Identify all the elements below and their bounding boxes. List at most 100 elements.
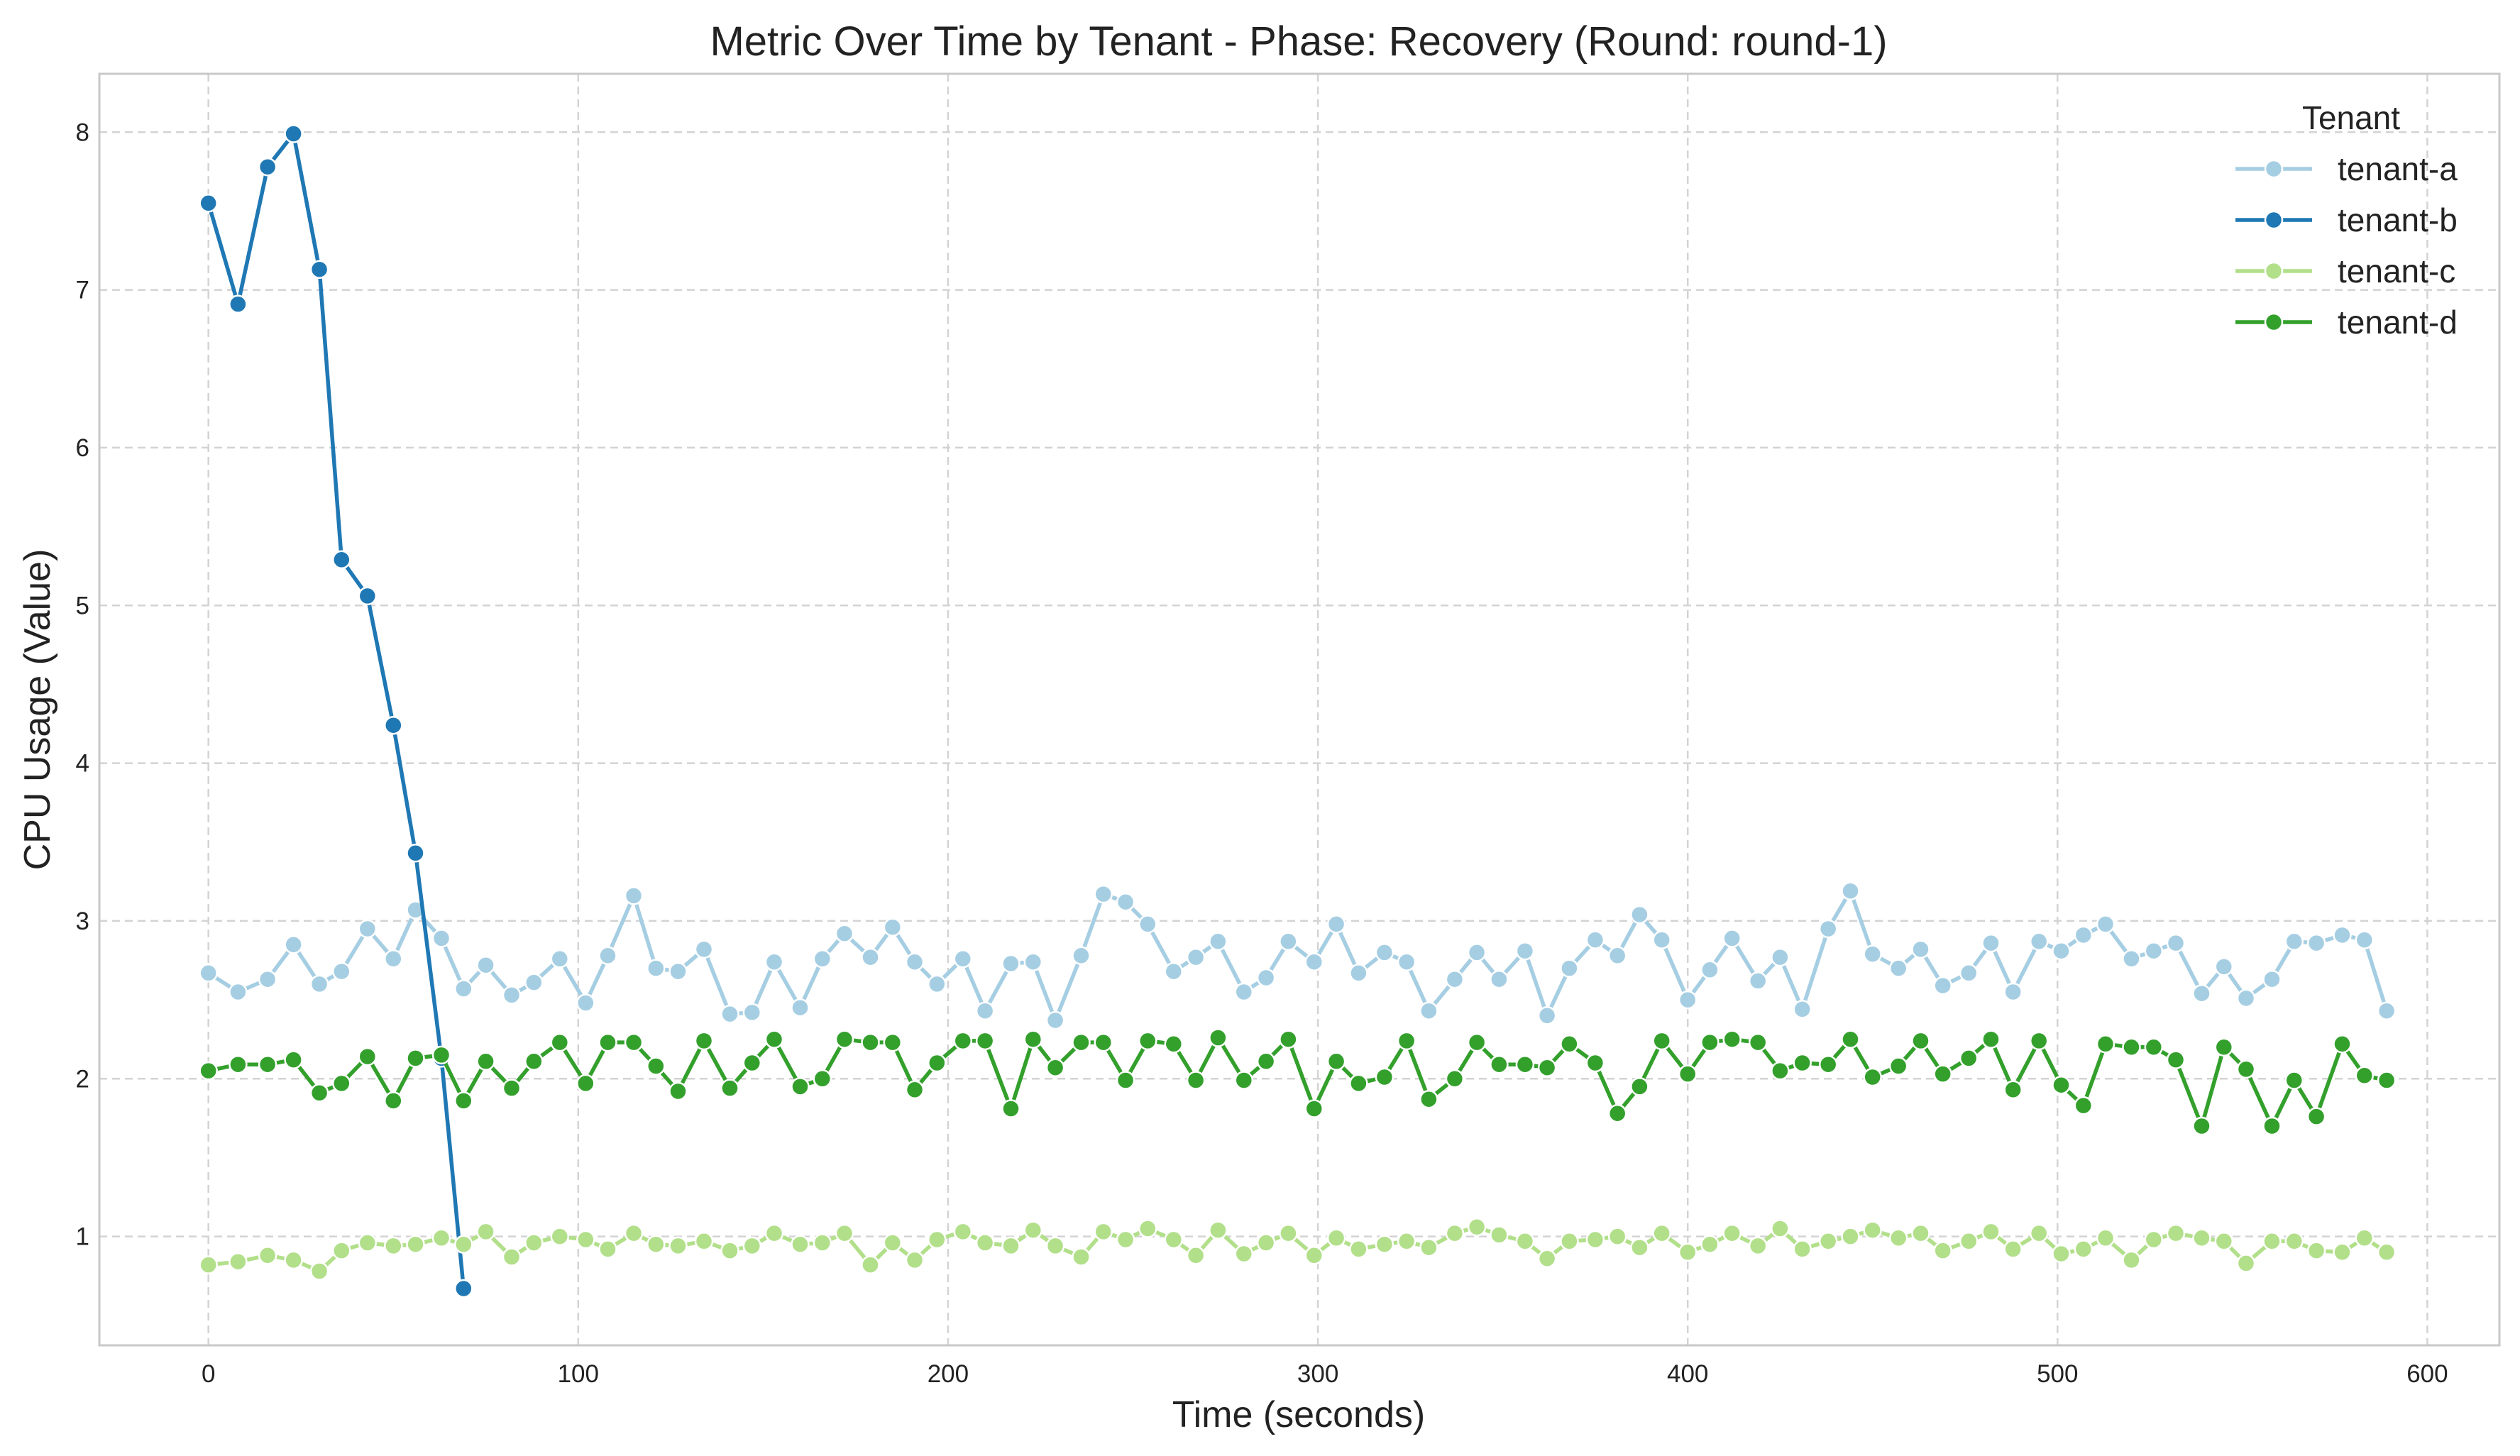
data-point bbox=[953, 1222, 973, 1242]
data-point bbox=[1023, 952, 1043, 971]
data-point bbox=[2306, 933, 2326, 953]
data-point bbox=[1445, 969, 1465, 989]
data-point bbox=[2122, 1250, 2141, 1270]
data-point bbox=[742, 1236, 762, 1256]
data-point bbox=[1256, 968, 1276, 988]
data-point bbox=[229, 1054, 248, 1074]
data-point bbox=[2052, 941, 2071, 961]
x-tick-label: 0 bbox=[202, 1360, 215, 1388]
legend-title: Tenant bbox=[2302, 99, 2400, 136]
data-point bbox=[861, 1255, 880, 1274]
data-point bbox=[332, 1241, 351, 1260]
data-point bbox=[2284, 1232, 2304, 1251]
data-point bbox=[1094, 884, 1113, 904]
data-point bbox=[2192, 983, 2211, 1003]
data-point bbox=[2377, 1242, 2397, 1262]
data-point bbox=[1072, 1247, 1091, 1267]
data-point bbox=[1959, 1232, 1979, 1251]
data-point bbox=[2214, 1037, 2234, 1057]
data-point bbox=[1304, 952, 1324, 971]
data-point bbox=[1981, 933, 2001, 953]
data-point bbox=[953, 1031, 973, 1051]
data-point bbox=[1072, 1032, 1091, 1052]
data-point bbox=[1793, 1053, 1812, 1073]
data-point bbox=[2166, 933, 2186, 953]
data-point bbox=[668, 961, 688, 981]
data-point bbox=[2355, 1228, 2375, 1248]
data-point bbox=[835, 924, 854, 943]
y-tick-label: 7 bbox=[76, 277, 89, 304]
data-point bbox=[1094, 1032, 1113, 1052]
x-axis-label: Time (seconds) bbox=[1172, 1394, 1425, 1435]
data-point bbox=[2029, 932, 2049, 952]
data-point bbox=[1001, 1236, 1020, 1256]
data-point bbox=[1349, 964, 1368, 983]
data-point bbox=[1722, 929, 1742, 948]
data-point bbox=[2284, 932, 2304, 952]
data-point bbox=[1279, 1223, 1298, 1243]
data-point bbox=[1490, 969, 1509, 989]
data-point bbox=[1397, 1232, 1416, 1251]
data-point bbox=[1911, 939, 1930, 959]
data-point bbox=[2074, 925, 2093, 945]
data-point bbox=[1138, 915, 1157, 934]
data-point bbox=[1397, 1031, 1416, 1051]
data-point bbox=[2166, 1223, 2186, 1243]
data-point bbox=[1560, 1232, 1579, 1251]
data-point bbox=[284, 1050, 303, 1069]
data-point bbox=[883, 1233, 903, 1252]
series-group bbox=[199, 124, 2397, 1298]
data-point bbox=[975, 1031, 995, 1051]
data-point bbox=[835, 1030, 854, 1049]
data-point bbox=[550, 1032, 570, 1052]
data-point bbox=[2306, 1107, 2326, 1126]
x-tick-label: 400 bbox=[1667, 1360, 1708, 1388]
data-point bbox=[2377, 1001, 2397, 1020]
data-point bbox=[1116, 1071, 1135, 1090]
data-point bbox=[2144, 1230, 2164, 1250]
legend-item-tenant-d: tenant-d bbox=[2235, 304, 2458, 341]
data-point bbox=[1722, 1030, 1742, 1049]
data-point bbox=[431, 1045, 451, 1065]
data-point bbox=[1560, 959, 1579, 978]
data-point bbox=[1793, 1000, 1812, 1019]
data-point bbox=[1771, 1219, 1790, 1238]
data-point bbox=[1771, 1061, 1790, 1081]
data-point bbox=[332, 1074, 351, 1093]
data-point bbox=[905, 1250, 925, 1270]
x-axis-ticks: 0 100 200 300 400 500 600 bbox=[202, 1360, 2448, 1388]
data-point bbox=[1326, 1228, 1346, 1248]
data-point bbox=[742, 1003, 762, 1022]
data-point bbox=[2262, 1232, 2282, 1251]
data-point bbox=[1256, 1233, 1276, 1252]
data-point bbox=[861, 1032, 880, 1052]
data-point bbox=[332, 550, 351, 570]
data-point bbox=[1419, 1001, 1438, 1020]
x-tick-label: 500 bbox=[2037, 1360, 2078, 1388]
data-point bbox=[2214, 957, 2234, 976]
data-point bbox=[1607, 946, 1627, 966]
data-point bbox=[1304, 1099, 1324, 1118]
data-point bbox=[576, 993, 595, 1013]
data-point bbox=[2236, 988, 2256, 1008]
data-point bbox=[1863, 1220, 1882, 1240]
data-point bbox=[1841, 1030, 1860, 1049]
data-point bbox=[694, 1232, 714, 1251]
data-point bbox=[229, 982, 248, 1002]
data-point bbox=[1279, 932, 1298, 952]
data-point bbox=[928, 1053, 947, 1073]
data-point bbox=[1700, 960, 1720, 980]
data-point bbox=[358, 586, 378, 606]
data-point bbox=[384, 715, 403, 735]
data-point bbox=[2236, 1254, 2256, 1273]
data-point bbox=[431, 1228, 451, 1248]
y-tick-label: 6 bbox=[76, 434, 89, 462]
data-point bbox=[835, 1223, 854, 1243]
data-point bbox=[332, 961, 351, 981]
data-point bbox=[358, 1233, 378, 1252]
series-tenant-a bbox=[199, 881, 2397, 1030]
data-point bbox=[668, 1236, 688, 1256]
data-point bbox=[1419, 1237, 1438, 1257]
data-point bbox=[1164, 1230, 1184, 1250]
data-point bbox=[1841, 881, 1860, 900]
